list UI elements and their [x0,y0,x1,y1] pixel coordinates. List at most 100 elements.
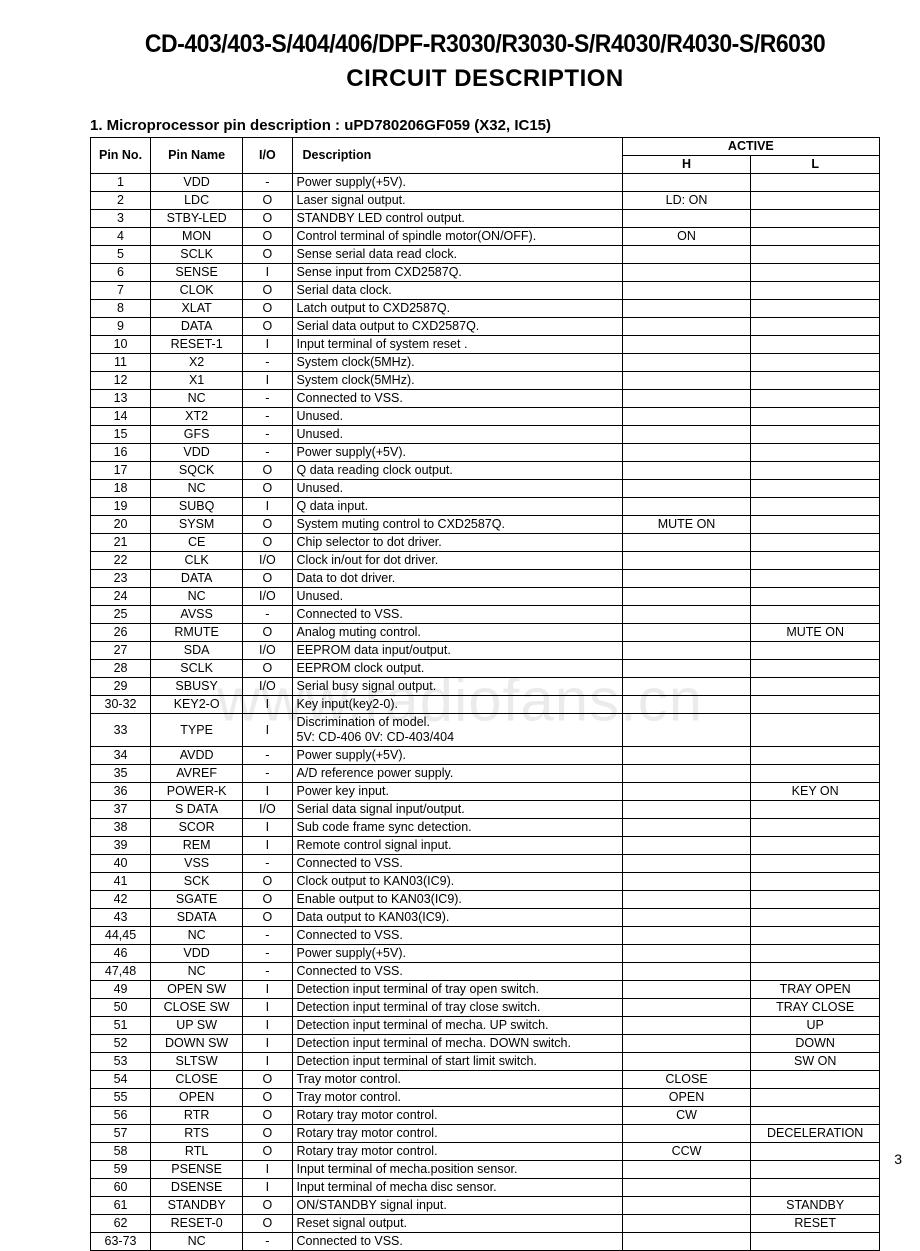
h-cell: MUTE ON [622,516,751,534]
h-cell [622,282,751,300]
io-cell: O [243,909,292,927]
name-cell: SYSM [151,516,243,534]
io-cell: O [243,1215,292,1233]
table-row: 42SGATEOEnable output to KAN03(IC9). [91,891,880,909]
table-row: 14XT2-Unused. [91,408,880,426]
table-row: 38SCORISub code frame sync detection. [91,819,880,837]
desc-cell: Unused. [292,480,622,498]
io-cell: O [243,228,292,246]
name-cell: SBUSY [151,678,243,696]
desc-cell: Control terminal of spindle motor(ON/OFF… [292,228,622,246]
desc-cell: Chip selector to dot driver. [292,534,622,552]
l-cell [751,228,880,246]
pin-cell: 58 [91,1143,151,1161]
pin-cell: 52 [91,1035,151,1053]
h-cell [622,801,751,819]
table-row: 23DATAOData to dot driver. [91,570,880,588]
l-cell [751,891,880,909]
l-cell [751,588,880,606]
pin-cell: 54 [91,1071,151,1089]
pin-cell: 49 [91,981,151,999]
h-cell [622,981,751,999]
l-cell [751,174,880,192]
io-cell: O [243,480,292,498]
table-row: 41SCKOClock output to KAN03(IC9). [91,873,880,891]
h-cell: CLOSE [622,1071,751,1089]
io-cell: I [243,783,292,801]
desc-cell: STANDBY LED control output. [292,210,622,228]
name-cell: SCLK [151,660,243,678]
h-cell [622,246,751,264]
h-cell [622,480,751,498]
l-cell [751,1107,880,1125]
io-cell: - [243,927,292,945]
io-cell: I [243,264,292,282]
name-cell: DATA [151,318,243,336]
desc-cell: Connected to VSS. [292,1233,622,1251]
table-row: 54CLOSEOTray motor control.CLOSE [91,1071,880,1089]
h-cell: LD: ON [622,192,751,210]
desc-cell: Detection input terminal of tray close s… [292,999,622,1017]
io-cell: I/O [243,642,292,660]
table-row: 60DSENSEIInput terminal of mecha disc se… [91,1179,880,1197]
pin-cell: 27 [91,642,151,660]
name-cell: RTL [151,1143,243,1161]
name-cell: XLAT [151,300,243,318]
pin-cell: 61 [91,1197,151,1215]
l-cell [751,246,880,264]
io-cell: O [243,462,292,480]
name-cell: MON [151,228,243,246]
desc-cell: Detection input terminal of mecha. DOWN … [292,1035,622,1053]
pin-cell: 35 [91,765,151,783]
pin-cell: 62 [91,1215,151,1233]
name-cell: SLTSW [151,1053,243,1071]
desc-cell: System clock(5MHz). [292,354,622,372]
h-cell [622,927,751,945]
pin-cell: 34 [91,747,151,765]
name-cell: VDD [151,444,243,462]
io-cell: O [243,1071,292,1089]
io-cell: I/O [243,801,292,819]
table-row: 8XLATOLatch output to CXD2587Q. [91,300,880,318]
name-cell: NC [151,963,243,981]
h-cell: OPEN [622,1089,751,1107]
h-cell [622,696,751,714]
l-cell: TRAY OPEN [751,981,880,999]
h-cell [622,264,751,282]
table-row: 28SCLKOEEPROM clock output. [91,660,880,678]
h-cell [622,552,751,570]
l-cell [751,660,880,678]
io-cell: O [243,516,292,534]
io-cell: I [243,981,292,999]
pin-cell: 33 [91,714,151,747]
desc-cell: Serial data output to CXD2587Q. [292,318,622,336]
h-cell [622,1233,751,1251]
h-cell [622,300,751,318]
l-cell [751,480,880,498]
desc-cell: Unused. [292,426,622,444]
l-cell [751,963,880,981]
name-cell: RTR [151,1107,243,1125]
pin-cell: 8 [91,300,151,318]
desc-cell: Enable output to KAN03(IC9). [292,891,622,909]
io-cell: O [243,246,292,264]
table-row: 1VDD-Power supply(+5V). [91,174,880,192]
col-active: ACTIVE [622,138,879,156]
io-cell: - [243,855,292,873]
h-cell [622,765,751,783]
pin-cell: 6 [91,264,151,282]
table-row: 10RESET-1IInput terminal of system reset… [91,336,880,354]
pin-cell: 18 [91,480,151,498]
pin-cell: 43 [91,909,151,927]
table-row: 47,48NC-Connected to VSS. [91,963,880,981]
name-cell: X1 [151,372,243,390]
h-cell [622,1179,751,1197]
io-cell: - [243,747,292,765]
pin-cell: 39 [91,837,151,855]
pin-cell: 28 [91,660,151,678]
pin-cell: 1 [91,174,151,192]
l-cell [751,945,880,963]
io-cell: I [243,999,292,1017]
h-cell [622,855,751,873]
l-cell: DOWN [751,1035,880,1053]
